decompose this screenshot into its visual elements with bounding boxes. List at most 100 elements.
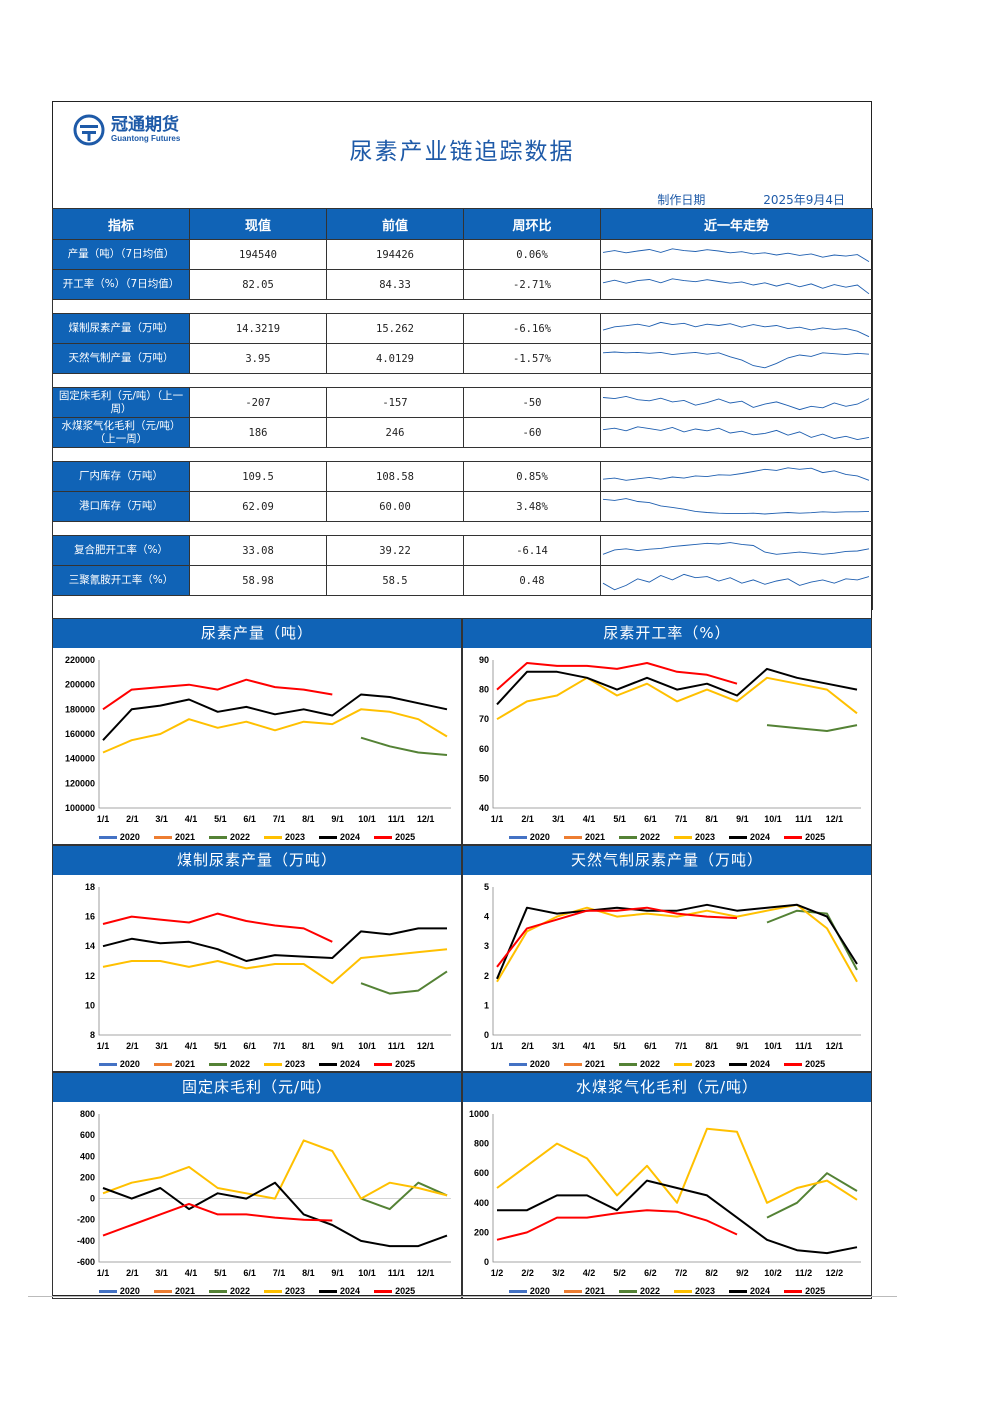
legend-label: 2022 — [229, 1059, 250, 1069]
x-tick-label: 3/1 — [155, 1041, 168, 1051]
indicator-label: 三聚氰胺开工率（%） — [52, 565, 190, 596]
legend-label: 2025 — [805, 832, 826, 842]
x-tick-label: 2/1 — [126, 814, 139, 824]
x-tick-label: 1/1 — [491, 1041, 504, 1051]
report-sheet: 冠通期货 Guantong Futures 尿素产业链追踪数据 制作日期 202… — [52, 101, 873, 1299]
legend-swatch — [98, 835, 117, 839]
previous-value: 84.33 — [326, 269, 464, 300]
wow-change: 3.48% — [463, 491, 601, 522]
current-value: 194540 — [189, 239, 327, 270]
chart-title: 水煤浆气化毛利（元/吨） — [463, 1073, 871, 1102]
x-tick-label: 5/1 — [613, 814, 626, 824]
sparkline-path — [602, 426, 870, 441]
sparkline-path — [602, 248, 870, 262]
chart-body: -600 -400 -200 0 200 400 600 800 1/1 2/1 3/1 4/1 5/1… — [53, 1102, 461, 1298]
legend-swatch — [374, 1062, 393, 1066]
chart-plot: 8 10 12 14 16 18 1/1 2/1 3/1 4/1 5/1 6/1 7/1 8/1 9/1 10… — [85, 882, 451, 1051]
legend-label: 2024 — [340, 1059, 361, 1069]
legend-swatch — [563, 835, 582, 839]
legend-item: 2021 — [563, 1286, 605, 1296]
x-tick-label: 8/1 — [302, 814, 315, 824]
x-tick-label: 12/1 — [826, 1041, 844, 1051]
current-value: 58.98 — [189, 565, 327, 596]
legend-swatch — [508, 835, 527, 839]
company-name-en: Guantong Futures — [111, 133, 181, 143]
legend-label: 2025 — [805, 1059, 826, 1069]
report-date: 制作日期 2025年9月4日 — [657, 191, 845, 208]
header-indicator: 指标 — [52, 208, 190, 240]
legend-item: 2024 — [729, 1059, 770, 1069]
x-tick-label: 8/1 — [705, 1041, 718, 1051]
legend-item: 2020 — [98, 1286, 140, 1296]
legend-label: 2024 — [750, 1059, 771, 1069]
table-row: 厂内库存（万吨） 109.5 108.58 0.85% — [52, 461, 873, 492]
legend-item: 2021 — [153, 1286, 195, 1296]
chart-panel: 煤制尿素产量（万吨） 8 10 12 14 16 18 1/1 2/1 3/1 4/1 5/1 6/1 7… — [52, 845, 462, 1072]
legend-label: 2024 — [340, 1286, 361, 1296]
legend-label: 2022 — [639, 1286, 660, 1296]
series-line-2024 — [102, 693, 448, 741]
legend-item: 2023 — [264, 832, 305, 842]
legend-swatch — [264, 835, 282, 839]
y-tick-label: 1000 — [469, 1109, 489, 1119]
x-tick-label: 8/1 — [705, 814, 718, 824]
x-tick-label: 11/1 — [388, 1041, 405, 1051]
wow-change: 0.06% — [463, 239, 601, 270]
series-line-2024 — [497, 1179, 858, 1255]
trend-sparkline — [600, 343, 873, 374]
sparkline-path — [602, 321, 870, 338]
y-tick-label: 180000 — [65, 704, 95, 714]
series-line-2025 — [102, 678, 333, 711]
page-title: 尿素产业链追踪数据 — [349, 139, 575, 165]
current-value: -207 — [189, 387, 327, 418]
table-row: 煤制尿素产量（万吨） 14.3219 15.262 -6.16% — [52, 313, 873, 344]
x-tick-label: 11/1 — [388, 1268, 405, 1278]
legend-swatch — [319, 835, 338, 839]
legend-item: 2022 — [208, 832, 250, 842]
legend-item: 2020 — [98, 832, 140, 842]
series-line-2023 — [102, 708, 448, 754]
table-row: 天然气制产量（万吨） 3.95 4.0129 -1.57% — [52, 343, 873, 374]
chart-title: 固定床毛利（元/吨） — [53, 1073, 461, 1102]
legend-label: 2021 — [584, 1059, 605, 1069]
y-tick-label: 3 — [484, 941, 489, 951]
y-tick-label: 70 — [479, 714, 489, 724]
current-value: 3.95 — [189, 343, 327, 374]
charts-grid: 尿素产量（吨） 100000 120000 140000 160000 180000 200… — [52, 618, 872, 1299]
chart-axes — [492, 887, 861, 1036]
legend-item: 2023 — [674, 832, 715, 842]
legend-swatch — [729, 1289, 748, 1293]
x-tick-label: 2/1 — [521, 1041, 534, 1051]
y-tick-label: 200 — [474, 1227, 489, 1237]
y-tick-label: -600 — [77, 1257, 95, 1267]
y-tick-label: 18 — [85, 882, 95, 892]
x-tick-label: 8/1 — [302, 1041, 315, 1051]
x-tick-label: 11/1 — [388, 814, 405, 824]
legend-item: 2023 — [674, 1286, 715, 1296]
x-tick-label: 9/1 — [331, 814, 344, 824]
x-tick-label: 4/1 — [185, 1041, 198, 1051]
x-tick-label: 4/1 — [583, 814, 596, 824]
chart-title: 尿素开工率（%） — [463, 619, 871, 648]
indicator-label: 天然气制产量（万吨） — [52, 343, 190, 374]
sparkline-path — [602, 573, 870, 591]
legend-swatch — [508, 1062, 527, 1066]
trend-sparkline — [600, 417, 873, 448]
table-row: 复合肥开工率（%） 33.08 39.22 -6.14 — [52, 535, 873, 566]
legend-item: 2023 — [264, 1059, 305, 1069]
y-tick-label: 90 — [479, 655, 489, 665]
x-tick-label: 7/1 — [675, 1041, 688, 1051]
date-value: 2025年9月4日 — [763, 193, 845, 207]
chart-legend: 2020 2021 2022 2023 2024 2025 — [463, 1286, 871, 1296]
legend-label: 2020 — [119, 832, 140, 842]
wow-change: -6.16% — [463, 313, 601, 344]
series-line-2023 — [496, 1127, 858, 1204]
x-tick-label: 5/1 — [214, 814, 227, 824]
legend-item: 2021 — [563, 832, 605, 842]
legend-item: 2020 — [98, 1059, 140, 1069]
group-spacer — [52, 299, 873, 314]
group-spacer — [52, 521, 873, 536]
series-line-2023 — [102, 948, 448, 985]
trend-sparkline — [600, 535, 873, 566]
legend-item: 2022 — [618, 1286, 660, 1296]
